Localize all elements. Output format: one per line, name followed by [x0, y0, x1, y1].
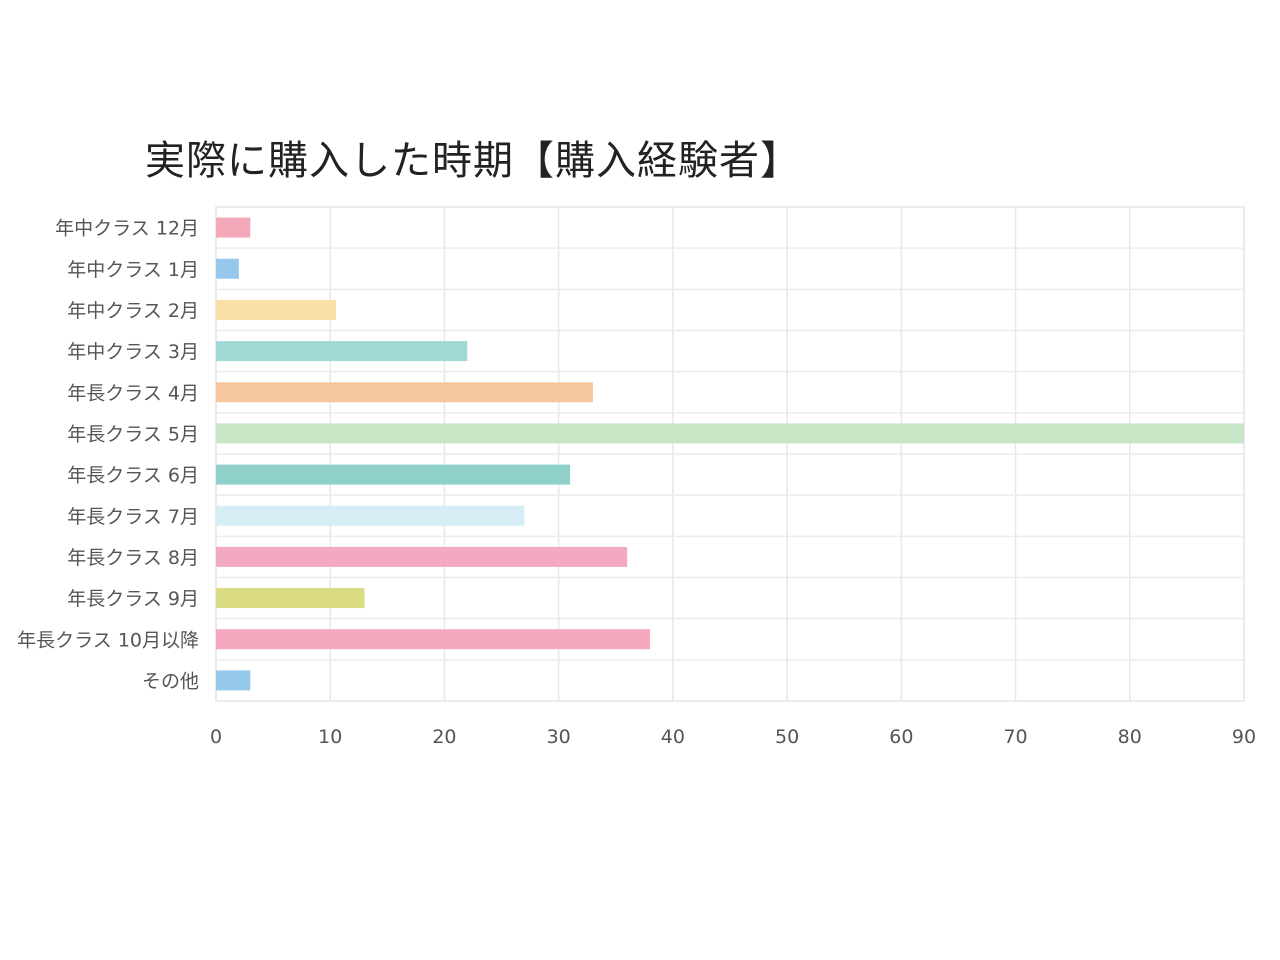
- bar-7: [216, 505, 525, 526]
- grid-lines: [215, 206, 1245, 702]
- x-tick-label-40: 40: [661, 726, 685, 748]
- category-label-6: 年長クラス 6月: [67, 465, 199, 487]
- category-label-9: 年長クラス 9月: [67, 588, 199, 610]
- category-label-0: 年中クラス 12月: [55, 218, 199, 240]
- bar-10: [216, 629, 651, 650]
- x-tick-label-60: 60: [889, 726, 913, 748]
- chart-title: 実際に購入した時期【購入経験者】: [145, 138, 801, 184]
- category-label-5: 年長クラス 5月: [67, 423, 199, 445]
- x-tick-label-10: 10: [318, 726, 342, 748]
- x-axis-ticks: 0 10 20 30 40 50 60 70 80 90: [210, 726, 1256, 748]
- x-tick-label-0: 0: [210, 726, 222, 748]
- x-tick-label-80: 80: [1118, 726, 1142, 748]
- bar-0: [216, 217, 251, 238]
- bar-1: [216, 258, 239, 279]
- bar-4: [216, 382, 593, 403]
- bar-11: [216, 670, 251, 691]
- bar-5: [216, 423, 1244, 444]
- category-label-11: その他: [142, 670, 199, 692]
- category-label-4: 年長クラス 4月: [67, 382, 199, 404]
- category-label-10: 年長クラス 10月以降: [17, 629, 199, 651]
- x-tick-label-50: 50: [775, 726, 799, 748]
- category-label-2: 年中クラス 2月: [67, 300, 199, 322]
- category-label-3: 年中クラス 3月: [67, 341, 199, 363]
- x-tick-label-30: 30: [547, 726, 571, 748]
- bar-3: [216, 341, 468, 362]
- x-tick-label-20: 20: [432, 726, 456, 748]
- bar-2: [216, 299, 336, 320]
- bar-8: [216, 546, 628, 567]
- category-label-7: 年長クラス 7月: [67, 506, 199, 528]
- bar-9: [216, 588, 365, 609]
- category-label-8: 年長クラス 8月: [67, 547, 199, 569]
- bars: [216, 217, 1244, 691]
- bar-6: [216, 464, 571, 485]
- x-tick-label-90: 90: [1232, 726, 1256, 748]
- x-tick-label-70: 70: [1003, 726, 1027, 748]
- category-label-1: 年中クラス 1月: [67, 259, 199, 281]
